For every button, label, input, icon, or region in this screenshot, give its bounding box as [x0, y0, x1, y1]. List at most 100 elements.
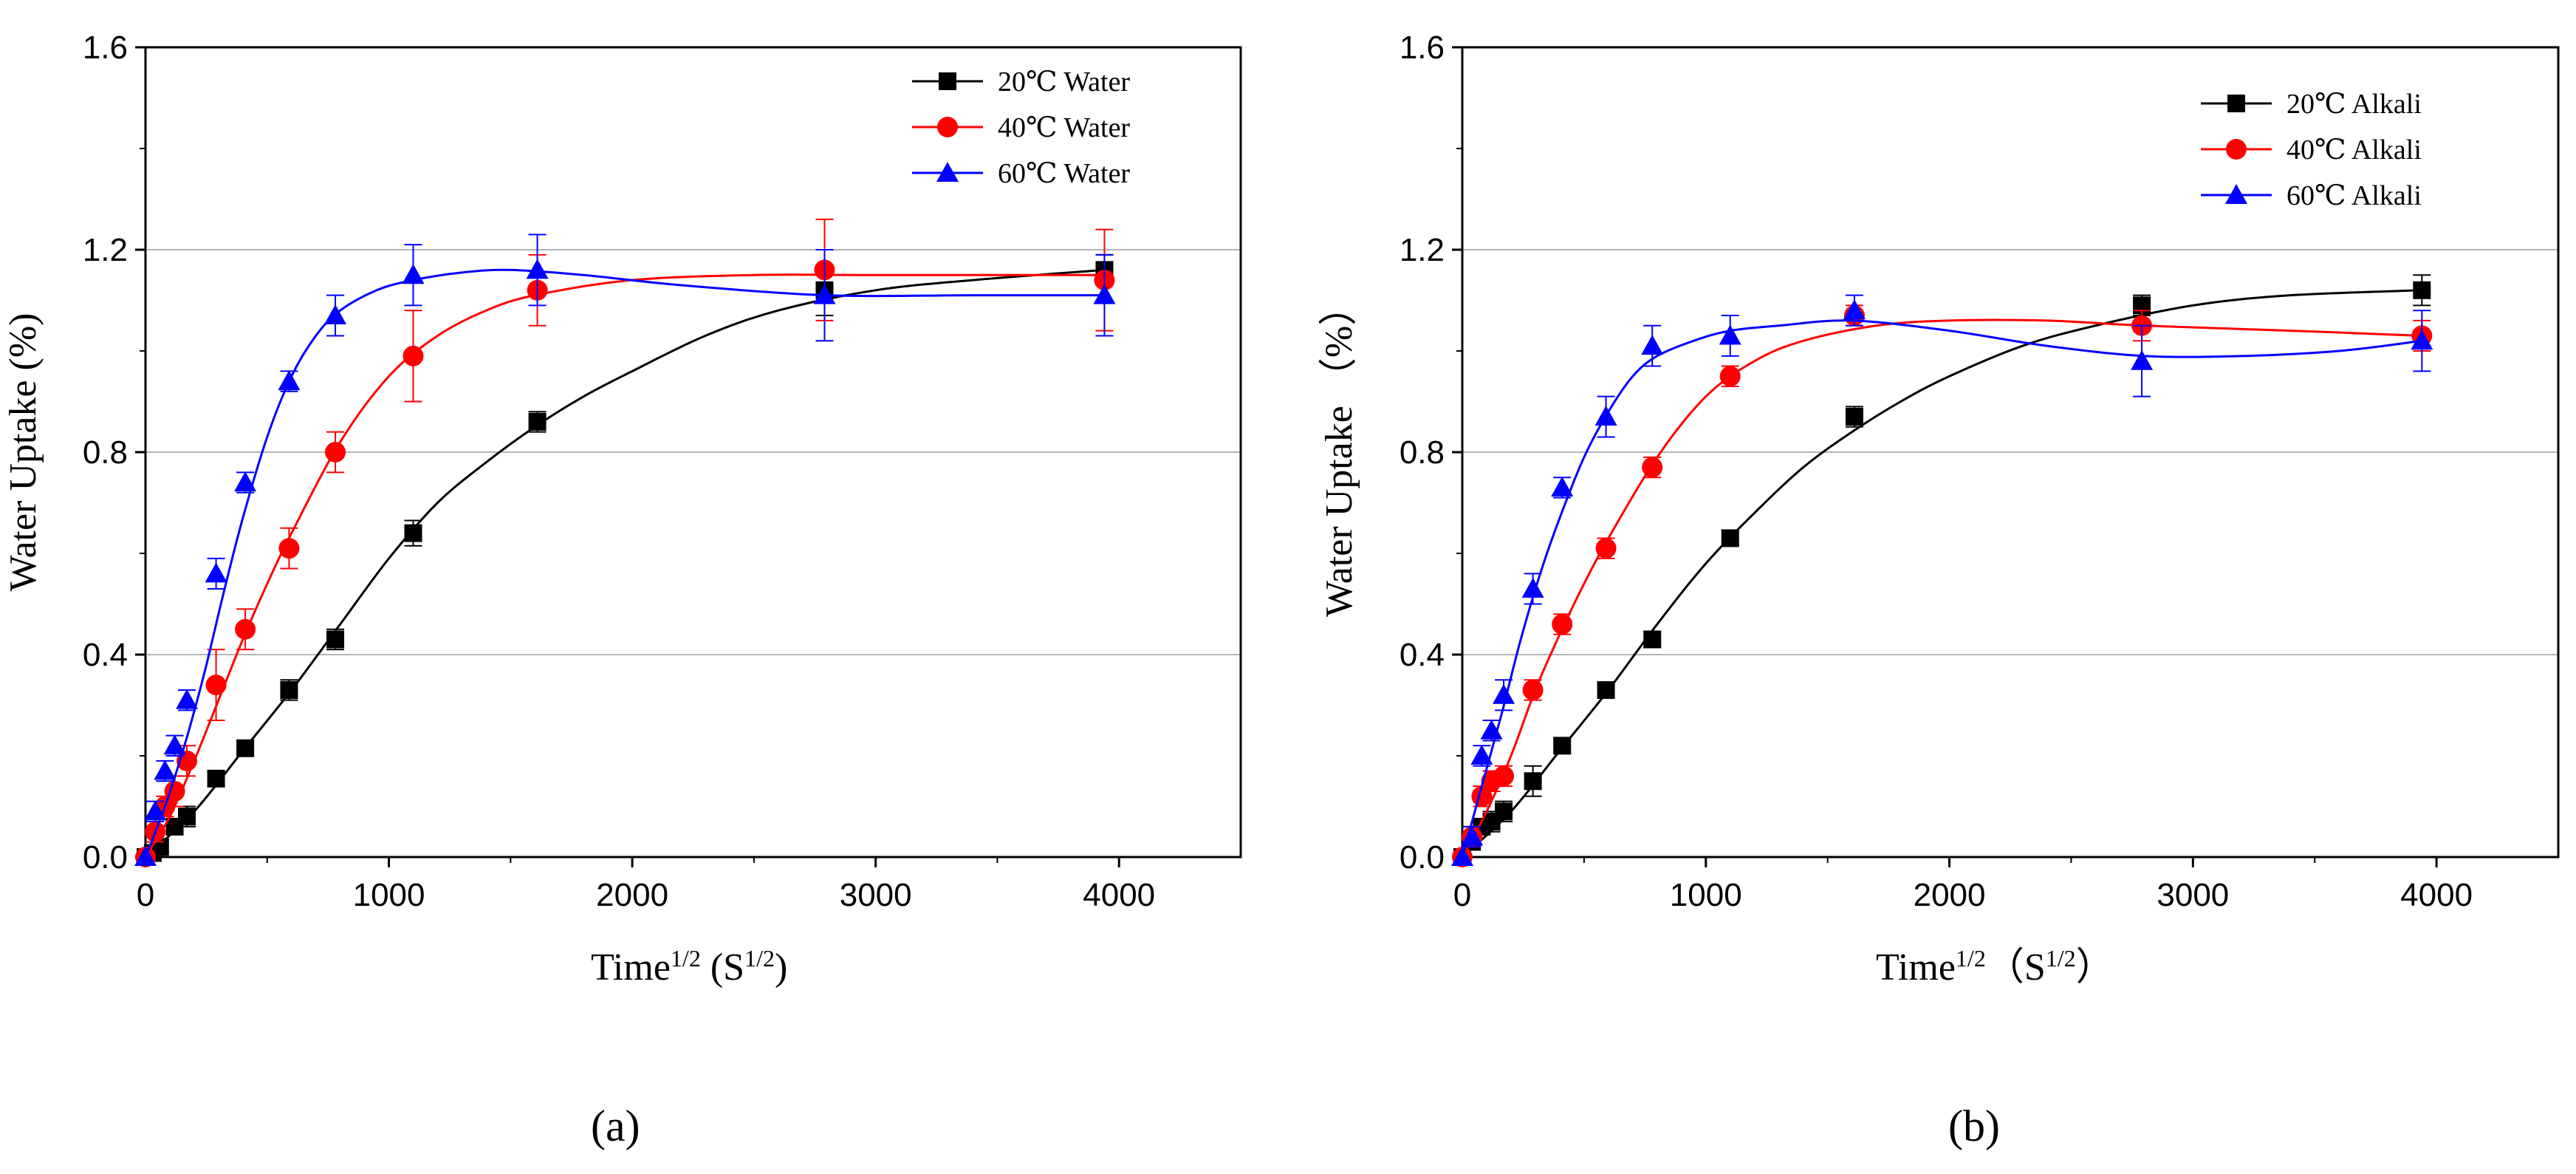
x-tick-label: 3000 [2157, 877, 2229, 913]
data-point [1480, 719, 1503, 740]
data-point [528, 412, 547, 431]
y-tick-label: 1.6 [83, 30, 128, 66]
data-point [163, 734, 186, 755]
x-tick-label: 3000 [840, 877, 912, 913]
data-point [402, 264, 425, 284]
x-axis-label-part: (S [701, 946, 744, 989]
x-axis-label-part: Time [1876, 946, 1956, 989]
x-tick-label: 1000 [353, 877, 425, 913]
data-point [235, 618, 256, 640]
data-point [2413, 281, 2431, 299]
fit-curve [1461, 319, 2422, 858]
panel-caption-a: (a) [591, 1102, 640, 1150]
data-point [1493, 765, 1515, 787]
x-axis-label-superscript: 1/2 [1956, 945, 1986, 972]
data-point [278, 538, 300, 559]
data-point [324, 304, 347, 325]
fit-curve [144, 273, 1105, 858]
x-tick-label: 4000 [2400, 877, 2473, 913]
y-tick-label: 0.0 [83, 839, 128, 876]
fit-curve [1461, 289, 2422, 859]
x-axis-label-superscript: 1/2 [744, 945, 775, 972]
legend-label: 60℃ Water [998, 158, 1130, 189]
y-tick-label: 0.0 [1400, 839, 1445, 876]
y-tick-label: 0.8 [1400, 434, 1445, 471]
data-point [1461, 825, 1484, 846]
data-point [1551, 476, 1574, 496]
x-axis-label-part: Time [591, 946, 671, 989]
legend-marker [937, 117, 958, 137]
legend-label: 40℃ Water [998, 112, 1130, 143]
x-tick-label: 0 [1453, 877, 1471, 913]
data-point [526, 259, 549, 279]
series-triangle [1451, 294, 2433, 866]
x-tick-label: 4000 [1083, 877, 1155, 913]
x-tick-label: 0 [137, 877, 154, 913]
legend-label: 20℃ Alkali [2286, 89, 2422, 120]
data-point [1451, 846, 1473, 866]
data-point [1594, 406, 1617, 426]
chart-panel-b: 0.0 0.4 0.8 1.2 1.6 0 1000 2000 3000 4000 Water Up… [1318, 30, 2560, 989]
y-tick-label: 1.6 [1400, 30, 1445, 66]
x-axis-label: Time1/2（S1/2） [1876, 945, 2114, 989]
panel-caption-b: (b) [1948, 1102, 2000, 1150]
data-point [1721, 529, 1739, 547]
data-point [1597, 680, 1615, 699]
legend-label: 60℃ Alkali [2286, 180, 2422, 211]
x-axis-label-part: ） [2076, 946, 2114, 989]
legend-marker [939, 72, 956, 90]
data-point [205, 562, 227, 583]
data-point [280, 680, 298, 699]
data-point [1641, 335, 1664, 355]
data-point [1642, 457, 1663, 478]
data-point [813, 284, 836, 304]
data-point [404, 524, 422, 542]
series-circle [1452, 304, 2433, 867]
data-point [234, 471, 257, 492]
legend-marker [2226, 139, 2247, 160]
y-tick-label: 1.2 [1400, 232, 1445, 268]
data-point [278, 370, 301, 391]
series-square [137, 253, 1114, 866]
data-point [1493, 683, 1515, 704]
data-point [1524, 772, 1542, 791]
data-point [1643, 630, 1662, 649]
data-point [205, 675, 227, 696]
data-point [1719, 366, 1741, 387]
data-point [1093, 284, 1116, 304]
y-tick-label: 0.4 [83, 637, 128, 673]
legend-label: 40℃ Alkali [2286, 134, 2422, 165]
data-point [2131, 349, 2154, 370]
chart-panel-a: 0.0 0.4 0.8 1.2 1.6 0 1000 2000 3000 4000 Water Up… [2, 30, 1242, 989]
x-axis-label-superscript: 1/2 [671, 945, 701, 972]
data-point [1719, 324, 1741, 345]
data-point [236, 739, 255, 757]
x-axis-label-superscript: 1/2 [2046, 945, 2076, 972]
data-point [1843, 299, 1866, 320]
data-point [1521, 577, 1544, 598]
x-tick-label: 2000 [596, 877, 668, 913]
series-square [1453, 274, 2431, 866]
data-point [2411, 330, 2433, 350]
series-circle [135, 218, 1115, 867]
legend-marker [936, 162, 959, 182]
data-point [178, 808, 196, 826]
data-point [1553, 737, 1572, 755]
y-tick-label: 0.4 [1400, 637, 1445, 673]
data-point [1522, 679, 1544, 700]
data-point [402, 345, 424, 366]
fit-curve [144, 268, 1105, 858]
legend-marker [2225, 184, 2247, 204]
data-point [134, 846, 157, 866]
data-point [207, 769, 225, 788]
x-axis-label: Time1/2 (S1/2) [591, 945, 787, 989]
x-tick-label: 2000 [1914, 877, 1986, 913]
legend-label: 20℃ Water [998, 66, 1130, 98]
y-tick-label: 0.8 [83, 434, 128, 471]
data-point [326, 630, 345, 649]
fit-curve [144, 268, 1105, 859]
data-point [176, 689, 199, 709]
data-point [1595, 538, 1617, 559]
legend-marker [2227, 95, 2245, 112]
data-point [1470, 745, 1493, 765]
